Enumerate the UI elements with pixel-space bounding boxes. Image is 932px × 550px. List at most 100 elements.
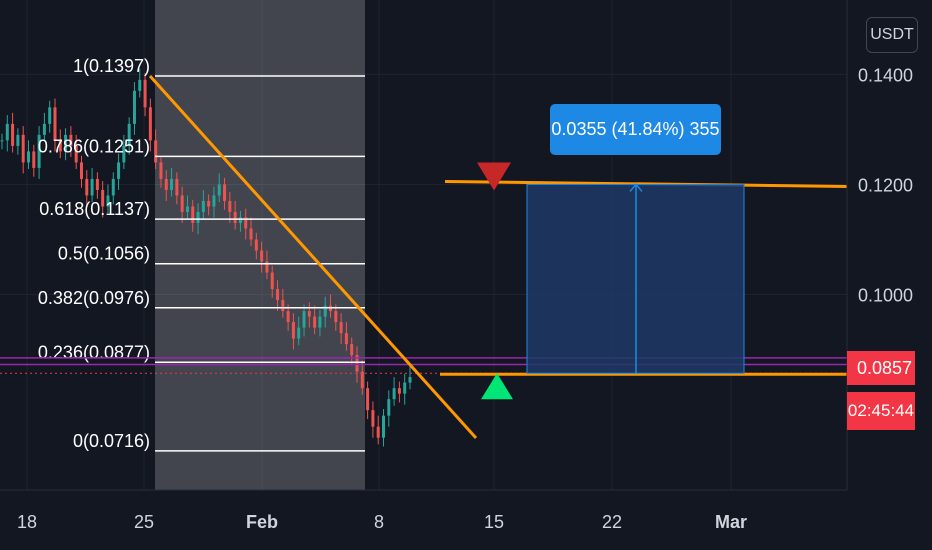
candle-body — [154, 140, 158, 163]
candle-body — [53, 107, 57, 141]
candle-body — [302, 311, 306, 328]
candle-body — [344, 333, 348, 345]
candle-body — [148, 107, 152, 141]
candle-body — [217, 184, 221, 196]
candle-body — [106, 195, 110, 207]
candle-body — [323, 305, 327, 317]
candle-body — [180, 195, 184, 212]
price-tick-label: 0.1000 — [858, 286, 913, 306]
candle-body — [196, 211, 200, 223]
time-tick-label: Mar — [715, 512, 747, 532]
candle-body — [117, 162, 121, 179]
candle-body — [408, 377, 412, 383]
candle-body — [254, 239, 258, 251]
candle-body — [286, 311, 290, 323]
candle-body — [159, 162, 163, 179]
candle-body — [21, 134, 25, 163]
candle-body — [191, 206, 195, 223]
sell-marker-icon — [477, 162, 511, 191]
candle-body — [64, 134, 68, 152]
candle-body — [101, 189, 105, 207]
candle-body — [212, 195, 216, 207]
fib-level-label: 0(0.0716) — [73, 431, 150, 451]
candle-body — [397, 388, 401, 394]
price-range-label: 0.0355 (41.84%) 355 — [550, 104, 721, 155]
candle-body — [260, 250, 264, 262]
candle-body — [281, 300, 285, 312]
price-axis: 0.1400 0.1200 0.1000 — [858, 65, 913, 305]
candle-body — [228, 200, 232, 212]
fib-level-label: 0.618(0.1137) — [39, 199, 150, 219]
candle-body — [270, 272, 274, 290]
candle-body — [48, 107, 52, 124]
candle-body — [58, 140, 62, 152]
time-tick-label: Feb — [246, 512, 278, 532]
currency-button[interactable]: USDT — [866, 17, 918, 53]
candle-body — [360, 371, 364, 389]
candle-body — [392, 388, 396, 400]
candles-group — [0, 68, 412, 447]
candle-body — [69, 134, 73, 146]
candle-body — [366, 388, 370, 411]
candle-body — [223, 184, 227, 201]
candle-body — [355, 355, 359, 372]
candle-body — [249, 228, 253, 240]
candle-body — [185, 206, 189, 212]
candle-body — [318, 316, 322, 328]
candle-body — [403, 382, 407, 394]
candle-body — [26, 151, 30, 163]
current-price-tag: 0.0857 — [847, 351, 915, 385]
candle-body — [276, 289, 280, 301]
candle-body — [238, 217, 242, 223]
candle-body — [74, 145, 78, 163]
candle-body — [201, 200, 205, 212]
candle-body — [32, 151, 36, 168]
price-range-arrowhead — [629, 183, 643, 192]
candle-countdown-tag: 02:45:44 — [847, 392, 915, 430]
candle-body — [313, 316, 317, 328]
time-tick-label: 18 — [17, 512, 37, 532]
candle-body — [111, 178, 115, 196]
fib-level-label: 0.786(0.1251) — [38, 136, 150, 156]
candle-body — [90, 178, 94, 196]
candle-body — [37, 134, 41, 168]
candle-body — [233, 211, 237, 223]
candle-body — [376, 426, 380, 438]
candle-body — [334, 311, 338, 323]
fib-level-label: 0.5(0.1056) — [58, 244, 150, 264]
candle-body — [143, 79, 147, 108]
candle-body — [339, 322, 343, 334]
candle-body — [127, 123, 131, 146]
time-tick-label: 22 — [602, 512, 622, 532]
candle-body — [138, 79, 142, 91]
time-axis: 18 25 Feb 8 15 22 Mar — [17, 512, 747, 532]
time-tick-label: 25 — [134, 512, 154, 532]
candle-body — [297, 327, 301, 339]
fib-level-label: 1(0.1397) — [73, 56, 150, 76]
price-tick-label: 0.1400 — [858, 65, 913, 85]
buy-marker-icon — [481, 373, 513, 400]
candle-body — [132, 90, 136, 124]
trendline — [148, 74, 478, 440]
candle-body — [175, 178, 179, 196]
time-tick-label: 8 — [374, 512, 384, 532]
candle-body — [42, 123, 46, 135]
candle-body — [122, 145, 126, 163]
price-tick-label: 0.1200 — [858, 175, 913, 195]
candle-body — [0, 140, 4, 142]
candle-body — [95, 178, 99, 190]
candle-body — [11, 123, 15, 146]
candle-body — [387, 399, 391, 416]
time-tick-label: 15 — [484, 512, 504, 532]
candle-body — [85, 178, 89, 196]
candle-body — [382, 415, 386, 438]
candle-body — [79, 162, 83, 179]
fib-level-label: 0.382(0.0976) — [38, 288, 150, 308]
candle-body — [207, 200, 211, 207]
candle-body — [5, 123, 9, 141]
candle-body — [291, 322, 295, 339]
candle-body — [265, 261, 269, 273]
candle-body — [16, 134, 20, 146]
fibonacci-zone — [155, 0, 365, 490]
